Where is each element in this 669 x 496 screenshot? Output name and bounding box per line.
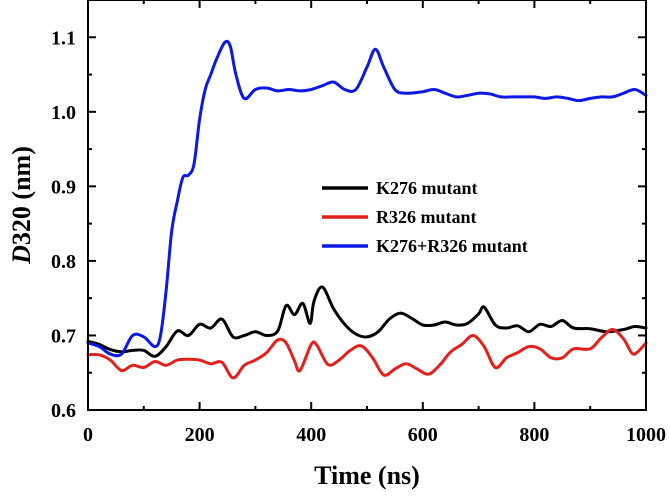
- series-layer: [86, 39, 648, 380]
- y-axis-title: D320 (nm): [7, 146, 36, 265]
- x-tick-label: 400: [296, 424, 326, 446]
- y-tick-label: 1.0: [51, 102, 76, 124]
- series-line-k276: [86, 285, 648, 358]
- y-axis-title-italic: D: [7, 245, 36, 265]
- legend-label-r326: R326 mutant: [376, 207, 477, 227]
- y-tick-label: 1.1: [51, 27, 76, 49]
- y-tick-label: 0.7: [51, 325, 76, 347]
- legend: K276 mutant R326 mutant K276+R326 mutant: [322, 178, 528, 256]
- x-tick-label: 800: [519, 424, 549, 446]
- x-tick-label: 600: [408, 424, 438, 446]
- x-tick-label: 0: [83, 424, 93, 446]
- x-axis-title: Time (ns): [314, 461, 420, 490]
- series-line-k276-r326: [86, 39, 648, 358]
- legend-label-k276-r326: K276+R326 mutant: [376, 236, 528, 256]
- series-line-r326: [86, 328, 648, 380]
- y-axis-title-rest: 320 (nm): [7, 146, 36, 245]
- x-tick-label: 1000: [626, 424, 666, 446]
- x-tick-label: 200: [185, 424, 215, 446]
- ticks-layer: 0 200 400 600 800 1000 0.6 0.7 0.8 0.9 1.0 1.1: [51, 0, 666, 446]
- y-tick-label: 0.9: [51, 176, 76, 198]
- y-tick-label: 0.6: [51, 400, 76, 422]
- y-tick-label: 0.8: [51, 251, 76, 273]
- legend-label-k276: K276 mutant: [376, 178, 478, 198]
